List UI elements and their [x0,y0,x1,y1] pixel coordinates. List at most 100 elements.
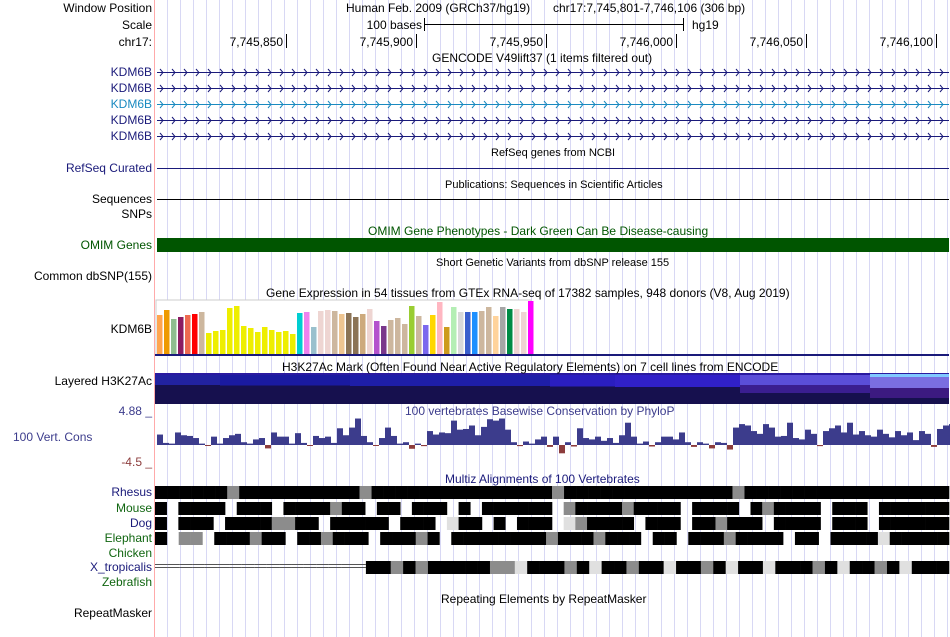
alignment-block [924,486,938,499]
sequences-label[interactable]: Sequences [91,192,152,206]
strand-arrow-icon [651,116,656,125]
phylop-bar [283,436,289,445]
strand-arrow-icon [219,84,224,93]
strand-arrow-icon [195,100,200,109]
alignment-block [785,502,798,515]
phylop-bar [673,439,679,445]
strand-arrow-icon [459,116,464,125]
alignment-block [901,532,914,545]
strand-arrow-icon [231,84,236,93]
dbsnp-subtitle: Short Genetic Variants from dbSNP releas… [436,257,670,269]
strand-arrow-icon [255,132,260,141]
gene-label-kdm6b[interactable]: KDM6B [110,129,152,143]
phylop-bar [679,432,685,445]
gene-label-kdm6b[interactable]: KDM6B [110,65,152,79]
phylop-bar [793,438,799,445]
alignment-block [332,532,345,545]
strand-arrow-icon [867,132,872,141]
phylop-bar [889,437,895,445]
species-label-elephant[interactable]: Elephant [104,531,152,545]
alignment-block [552,486,565,499]
species-label-zebrafish[interactable]: Zebrafish [101,575,152,589]
alignment-block [263,486,276,499]
omim-label[interactable]: OMIM Genes [80,238,152,252]
alignment-block [271,517,284,530]
strand-arrow-icon [507,68,512,77]
alignment-block [486,532,499,545]
alignment-block [610,517,623,530]
alignment-block [890,502,903,515]
repeatmasker-label[interactable]: RepeatMasker [73,606,152,620]
alignment-block [651,561,664,574]
alignment-block [203,486,216,499]
strand-arrow-icon [171,132,176,141]
alignment-block [747,532,760,545]
strand-arrow-icon [375,84,380,93]
gene-label-kdm6b[interactable]: KDM6B [110,113,152,127]
strand-arrow-icon [543,68,548,77]
strand-arrow-icon [819,132,824,141]
species-label-rhesus[interactable]: Rhesus [111,485,152,499]
strand-arrow-icon [735,84,740,93]
phylop-bar [493,420,499,445]
strand-arrow-icon [831,84,836,93]
strand-arrow-icon [339,116,344,125]
cons-label[interactable]: 100 Vert. Cons [13,430,93,444]
strand-arrow-icon [375,116,380,125]
alignment-block [727,517,740,530]
strand-arrow-icon [195,132,200,141]
alignment-block [522,532,535,545]
strand-arrow-icon [411,132,416,141]
strand-arrow-icon [819,100,824,109]
species-label-dog[interactable]: Dog [129,516,152,530]
alignment-block [913,502,926,515]
alignment-block [936,561,950,574]
alignment-block [226,532,239,545]
alignment-block [427,561,441,574]
alignment-block [744,486,757,499]
strand-arrow-icon [855,132,860,141]
alignment-block [477,561,491,574]
alignment-block [598,517,611,530]
alignment-block [514,561,528,574]
snps-label[interactable]: SNPs [121,207,152,221]
phylop-bar [937,428,943,445]
alignment-block [824,561,838,574]
alignment-block [626,561,640,574]
strand-arrow-icon [687,84,692,93]
alignment-block [735,532,748,545]
alignment-block [700,561,714,574]
strand-arrow-icon [867,68,872,77]
species-label-chicken[interactable]: Chicken [108,546,152,560]
scale-label: Scale [121,18,152,32]
alignment-block [251,486,264,499]
strand-arrow-icon [663,84,668,93]
species-label-x_tropicalis[interactable]: X_tropicalis [89,560,152,574]
dbsnp-label[interactable]: Common dbSNP(155) [33,269,152,283]
strand-arrow-icon [483,100,488,109]
alignment-block [629,532,642,545]
alignment-block [794,532,808,545]
strand-arrow-icon [435,132,440,141]
h3k27ac-label[interactable]: Layered H3K27Ac [54,374,152,388]
gene-label-kdm6b[interactable]: KDM6B [110,97,152,111]
strand-arrow-icon [747,132,752,141]
gene-label-kdm6b[interactable]: KDM6B [110,81,152,95]
gtex-bar [164,310,170,354]
alignment-block [415,561,429,574]
h3k27ac-layer [740,385,870,393]
strand-arrow-icon [543,84,548,93]
gtex-label[interactable]: KDM6B [110,322,152,336]
alignment-block [828,486,842,499]
alignment-block [502,561,516,574]
phylop-bar [229,435,235,445]
phylop-bar [859,431,865,445]
strand-arrow-icon [603,68,608,77]
refseq-label[interactable]: RefSeq Curated [65,161,152,175]
refseq-subtitle: RefSeq genes from NCBI [491,147,616,159]
phylop-bar [877,429,883,445]
species-label-mouse[interactable]: Mouse [115,501,152,515]
strand-arrow-icon [927,116,932,125]
alignment-block [435,502,448,515]
